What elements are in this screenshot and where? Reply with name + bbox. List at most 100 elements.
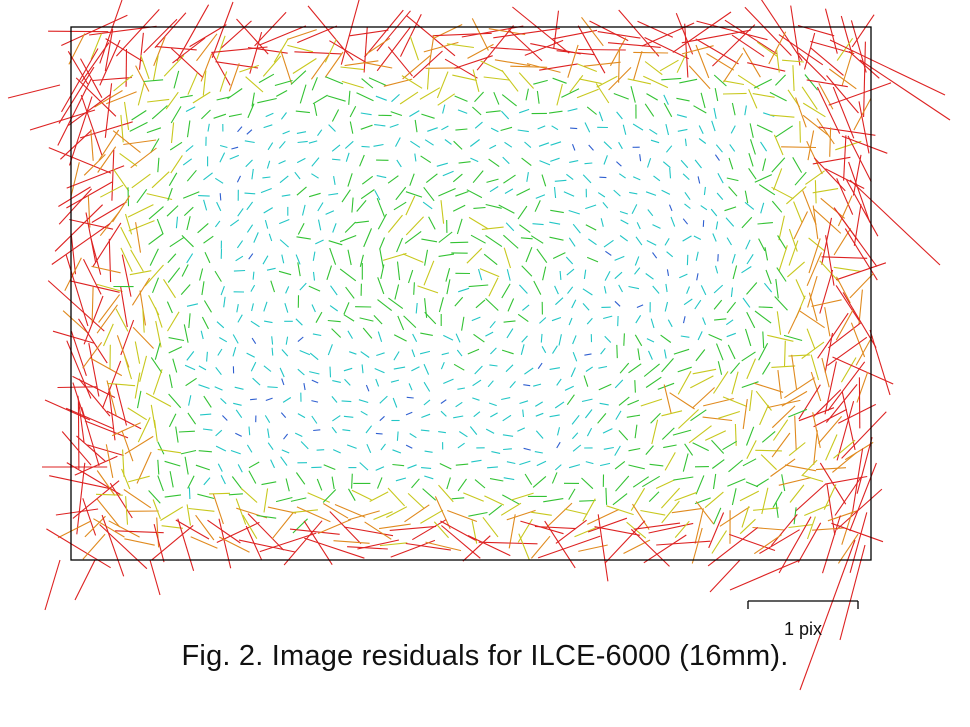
residual-vector: [420, 429, 430, 432]
residual-vector: [329, 366, 332, 378]
residual-vector: [395, 137, 401, 147]
residual-vector: [343, 367, 353, 372]
residual-vector: [457, 442, 465, 449]
residual-vector: [713, 74, 727, 87]
residual-vector: [741, 506, 750, 528]
residual-vector: [588, 238, 597, 246]
residual-vector: [488, 402, 497, 407]
residual-vector: [673, 476, 694, 481]
residual-vector: [265, 397, 273, 402]
residual-vector: [456, 349, 463, 357]
residual-vector: [379, 237, 386, 250]
residual-vector: [522, 409, 525, 418]
residual-vector: [586, 256, 599, 263]
residual-vector: [438, 231, 453, 243]
residual-vector: [271, 336, 274, 345]
residual-vector: [633, 522, 681, 530]
residual-vector: [501, 397, 511, 401]
residual-vector: [758, 306, 773, 309]
residual-vector: [688, 65, 711, 90]
residual-vector: [566, 268, 575, 276]
residual-vector: [683, 298, 693, 306]
residual-vector: [774, 296, 788, 311]
residual-vector: [626, 414, 641, 418]
residual-vector: [647, 209, 654, 217]
residual-vector: [137, 81, 146, 106]
residual-vector: [704, 491, 724, 509]
residual-vector: [247, 513, 284, 551]
residual-vector: [309, 371, 320, 375]
residual-vector: [403, 315, 417, 328]
residual-vector: [770, 458, 796, 477]
residual-vector: [520, 237, 533, 240]
residual-vector: [317, 202, 324, 212]
residual-vector: [606, 505, 634, 516]
residual-vector: [568, 317, 573, 326]
residual-vector: [587, 517, 628, 533]
residual-vector: [636, 304, 644, 309]
residual-vector: [781, 474, 786, 492]
residual-vector: [486, 178, 499, 183]
residual-vector: [836, 178, 854, 215]
residual-vector: [812, 527, 845, 531]
residual-vector: [267, 428, 270, 439]
residual-vector: [332, 449, 341, 454]
residual-vector: [728, 459, 743, 473]
residual-vector: [115, 530, 164, 534]
residual-vector: [421, 413, 431, 419]
residual-vector: [150, 357, 163, 374]
residual-vector: [195, 464, 210, 471]
residual-vector: [673, 348, 690, 355]
scale-bar: 1 pix: [747, 600, 859, 639]
residual-vector: [794, 483, 827, 512]
residual-vector: [115, 9, 160, 57]
residual-vector: [444, 58, 478, 79]
residual-vector: [327, 319, 341, 323]
residual-vector: [702, 317, 707, 326]
residual-vector: [618, 141, 623, 150]
residual-vector: [640, 509, 666, 516]
residual-vector: [614, 271, 623, 280]
residual-vector: [356, 92, 374, 102]
residual-vector: [684, 191, 691, 201]
residual-vector: [283, 520, 323, 566]
residual-vector: [185, 106, 196, 112]
residual-vector: [235, 432, 242, 437]
residual-vector: [228, 113, 242, 118]
residual-vector: [274, 79, 293, 87]
residual-vector: [175, 216, 179, 229]
residual-vector: [778, 516, 812, 574]
residual-vector: [534, 525, 577, 530]
residual-vector: [748, 167, 757, 180]
residual-vector: [776, 311, 782, 335]
residual-vector: [517, 205, 528, 220]
residual-vector: [693, 235, 702, 240]
residual-vector: [405, 542, 451, 551]
residual-vector: [653, 175, 661, 182]
residual-vector: [296, 186, 307, 196]
residual-vector: [604, 271, 611, 281]
residual-vector: [646, 93, 658, 101]
residual-vector: [344, 221, 356, 233]
residual-vector-outlier: [839, 544, 866, 641]
residual-vector: [57, 78, 92, 146]
residual-vector: [837, 195, 853, 227]
residual-vector: [244, 140, 255, 144]
residual-vector: [414, 119, 418, 133]
residual-vector: [312, 251, 316, 261]
residual-vector: [784, 377, 815, 399]
residual-vector: [175, 519, 210, 540]
residual-vector: [246, 129, 253, 135]
residual-vector: [379, 542, 408, 547]
residual-vector: [684, 138, 687, 147]
residual-vector: [649, 128, 658, 135]
residual-vector: [769, 91, 787, 102]
residual-vector: [749, 123, 754, 138]
residual-vector: [485, 428, 495, 434]
residual-vector: [642, 475, 660, 488]
residual-vector: [784, 464, 817, 472]
residual-vector: [461, 25, 524, 38]
residual-vector: [823, 484, 837, 510]
residual-vector: [359, 317, 374, 322]
residual-vector: [526, 63, 561, 73]
